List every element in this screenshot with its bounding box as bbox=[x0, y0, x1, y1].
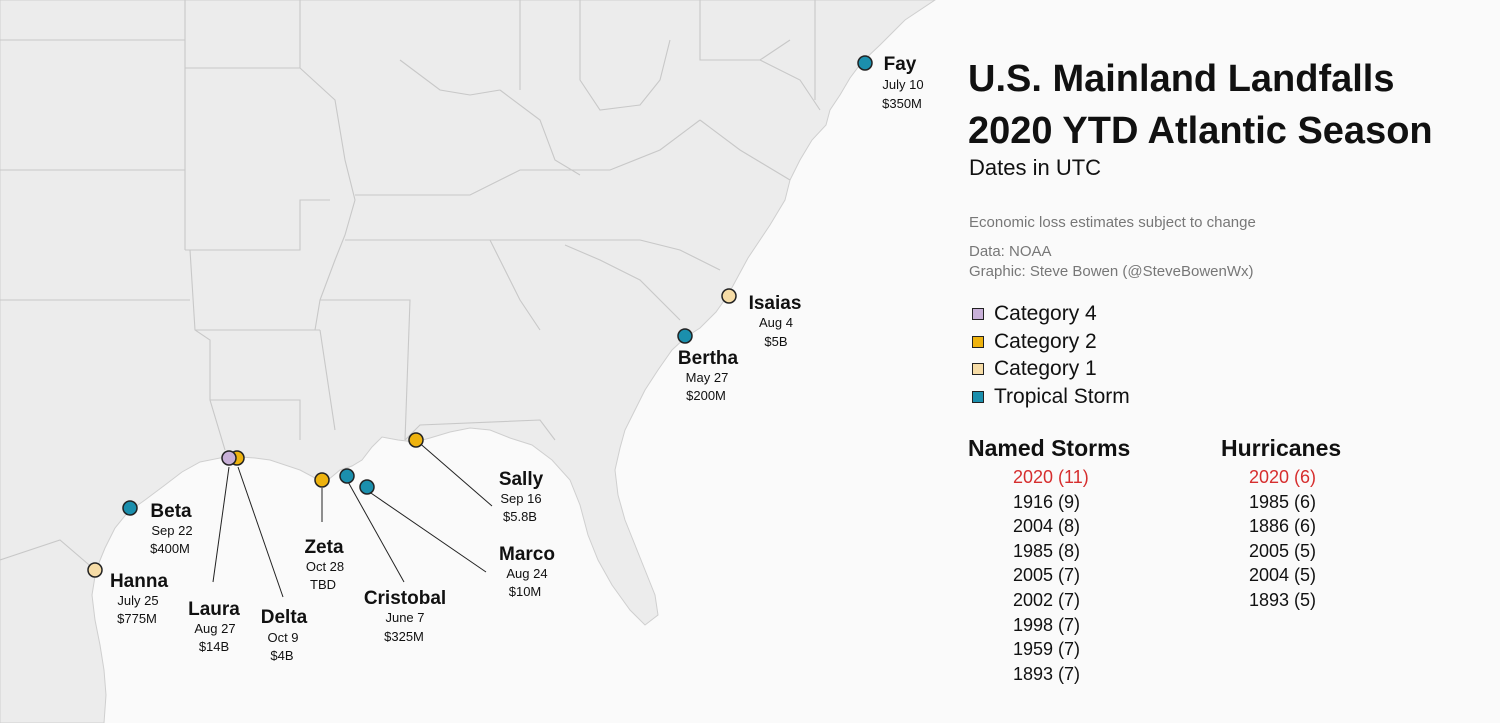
list-item: 1998 (7) bbox=[1013, 614, 1081, 635]
storm-loss: $10M bbox=[509, 584, 542, 599]
storm-date: Aug 24 bbox=[506, 566, 547, 581]
storm-loss: $14B bbox=[199, 639, 229, 654]
hurricanes-list: 2020 (6) 1985 (6) 1886 (6) 2005 (5) 2004… bbox=[1249, 465, 1316, 613]
label-marco: Marco Aug 24 $10M bbox=[499, 544, 555, 599]
marker-cristobal[interactable] bbox=[339, 468, 355, 484]
page-title-line2: 2020 YTD Atlantic Season bbox=[968, 110, 1433, 152]
legend-swatch bbox=[972, 336, 984, 348]
list-item: 2004 (5) bbox=[1249, 565, 1317, 586]
data-source: Data: NOAA bbox=[969, 243, 1052, 260]
storm-date: Oct 9 bbox=[267, 630, 298, 645]
storm-loss: $5B bbox=[764, 334, 787, 349]
marker-fay[interactable] bbox=[857, 55, 873, 71]
storm-name: Hanna bbox=[110, 571, 169, 592]
storm-date: July 10 bbox=[882, 77, 923, 92]
marker-zeta[interactable] bbox=[314, 472, 330, 488]
legend-item-cat1: Category 1 bbox=[972, 357, 1097, 381]
marker-bertha[interactable] bbox=[677, 328, 693, 344]
leader-lines bbox=[212, 439, 493, 598]
loss-note: Economic loss estimates subject to chang… bbox=[969, 214, 1256, 231]
label-bertha: Bertha May 27 $200M bbox=[678, 348, 739, 403]
storm-name: Zeta bbox=[304, 537, 344, 558]
legend-swatch bbox=[972, 363, 984, 375]
storm-name: Beta bbox=[150, 501, 192, 522]
state-borders bbox=[0, 0, 821, 571]
label-cristobal: Cristobal June 7 $325M bbox=[364, 588, 446, 644]
legend-swatch bbox=[972, 391, 984, 403]
marker-laura[interactable] bbox=[221, 450, 237, 466]
storm-name: Delta bbox=[261, 607, 308, 628]
storm-loss: $5.8B bbox=[503, 509, 537, 524]
label-delta: Delta Oct 9 $4B bbox=[261, 607, 308, 663]
marker-marco[interactable] bbox=[359, 479, 375, 495]
list-item: 2002 (7) bbox=[1013, 589, 1081, 610]
storm-date: June 7 bbox=[385, 610, 424, 625]
storm-loss: $350M bbox=[882, 96, 922, 111]
list-item: 1985 (8) bbox=[1013, 540, 1081, 561]
storm-name: Fay bbox=[884, 54, 917, 75]
list-item: 1985 (6) bbox=[1249, 491, 1317, 512]
storm-loss: TBD bbox=[310, 577, 336, 592]
legend-swatch bbox=[972, 308, 984, 320]
label-hanna: Hanna July 25 $775M bbox=[110, 571, 169, 626]
storm-name: Isaias bbox=[749, 293, 802, 314]
storm-date: Oct 28 bbox=[306, 559, 344, 574]
list-item: 2005 (7) bbox=[1013, 565, 1081, 586]
storm-loss: $325M bbox=[384, 629, 424, 644]
landfall-markers bbox=[87, 55, 873, 578]
storm-date: Sep 16 bbox=[500, 491, 541, 506]
storm-loss: $775M bbox=[117, 611, 157, 626]
legend-label: Tropical Storm bbox=[994, 385, 1130, 408]
legend-label: Category 4 bbox=[994, 302, 1097, 325]
storm-name: Marco bbox=[499, 544, 555, 565]
marker-isaias[interactable] bbox=[721, 288, 737, 304]
named-storms-list: 2020 (11) 1916 (9) 2004 (8) 1985 (8) 200… bbox=[1013, 465, 1089, 686]
label-laura: Laura Aug 27 $14B bbox=[188, 599, 240, 654]
storm-loss: $200M bbox=[686, 388, 726, 403]
list-item: 1893 (5) bbox=[1249, 589, 1317, 610]
storm-name: Laura bbox=[188, 599, 240, 620]
label-fay: Fay July 10 $350M bbox=[882, 54, 923, 111]
list-item: 1959 (7) bbox=[1013, 639, 1081, 660]
graphic-credit: Graphic: Steve Bowen (@SteveBowenWx) bbox=[969, 263, 1254, 280]
list-item: 2005 (5) bbox=[1249, 540, 1317, 561]
page-subtitle: Dates in UTC bbox=[969, 155, 1102, 180]
legend-item-ts: Tropical Storm bbox=[972, 385, 1130, 409]
storm-name: Cristobal bbox=[364, 588, 446, 609]
label-isaias: Isaias Aug 4 $5B bbox=[749, 293, 802, 349]
legend-item-cat2: Category 2 bbox=[972, 330, 1097, 354]
us-land bbox=[0, 0, 936, 723]
label-beta: Beta Sep 22 $400M bbox=[150, 501, 192, 556]
storm-date: Aug 4 bbox=[759, 315, 793, 330]
storm-date: May 27 bbox=[686, 370, 729, 385]
legend-label: Category 2 bbox=[994, 330, 1097, 353]
legend-item-cat4: Category 4 bbox=[972, 302, 1097, 326]
storm-name: Sally bbox=[499, 469, 544, 490]
page-title-line1: U.S. Mainland Landfalls bbox=[968, 58, 1395, 100]
storm-loss: $4B bbox=[270, 648, 293, 663]
marker-sally[interactable] bbox=[408, 432, 424, 448]
storm-loss: $400M bbox=[150, 541, 190, 556]
label-zeta: Zeta Oct 28 TBD bbox=[304, 537, 344, 592]
list-item: 1916 (9) bbox=[1013, 491, 1081, 512]
storm-date: July 25 bbox=[117, 593, 158, 608]
list-item: 1893 (7) bbox=[1013, 663, 1081, 684]
storm-date: Aug 27 bbox=[194, 621, 235, 636]
storm-labels: Fay July 10 $350M Isaias Aug 4 $5B Berth… bbox=[110, 54, 924, 663]
list-item: 2020 (6) bbox=[1249, 467, 1317, 487]
named-storms-header: Named Storms bbox=[968, 435, 1131, 461]
list-item: 1886 (6) bbox=[1249, 516, 1317, 537]
label-sally: Sally Sep 16 $5.8B bbox=[499, 469, 544, 524]
marker-beta[interactable] bbox=[122, 500, 138, 516]
list-item: 2020 (11) bbox=[1013, 467, 1089, 487]
storm-date: Sep 22 bbox=[151, 523, 192, 538]
hurricanes-header: Hurricanes bbox=[1221, 435, 1342, 461]
list-item: 2004 (8) bbox=[1013, 516, 1081, 537]
marker-hanna[interactable] bbox=[87, 562, 103, 578]
legend-label: Category 1 bbox=[994, 357, 1097, 380]
storm-name: Bertha bbox=[678, 348, 739, 369]
